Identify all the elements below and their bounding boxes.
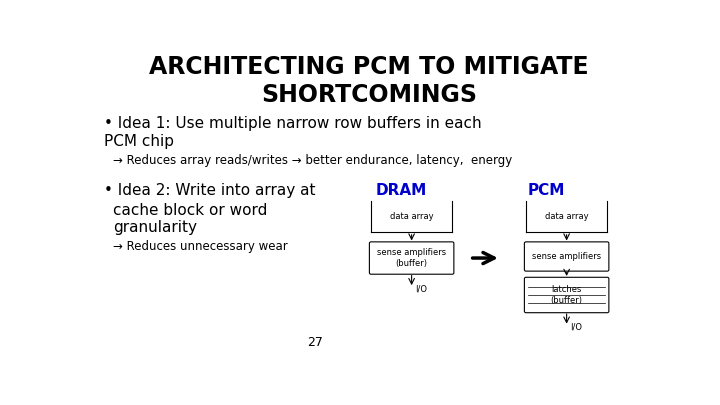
Text: DRAM: DRAM [375,183,426,198]
Text: • Idea 2: Write into array at: • Idea 2: Write into array at [104,183,315,198]
Text: latches
(buffer): latches (buffer) [551,285,582,305]
Text: PCM: PCM [528,183,565,198]
Text: 27: 27 [307,336,323,349]
FancyBboxPatch shape [369,242,454,274]
Text: • Idea 1: Use multiple narrow row buffers in each
PCM chip: • Idea 1: Use multiple narrow row buffer… [104,116,482,149]
Text: cache block or word
granularity: cache block or word granularity [113,202,268,235]
FancyBboxPatch shape [524,277,609,313]
Text: → Reduces unnecessary wear: → Reduces unnecessary wear [113,240,288,253]
Text: I/O: I/O [415,284,427,293]
Text: I/O: I/O [570,323,582,332]
Text: data array: data array [390,212,433,221]
FancyBboxPatch shape [524,242,609,271]
Text: sense amplifiers
(buffer): sense amplifiers (buffer) [377,248,446,268]
Text: sense amplifiers: sense amplifiers [532,252,601,261]
Text: → Reduces array reads/writes → better endurance, latency,  energy: → Reduces array reads/writes → better en… [113,154,513,167]
Text: data array: data array [545,212,588,221]
Text: ARCHITECTING PCM TO MITIGATE
SHORTCOMINGS: ARCHITECTING PCM TO MITIGATE SHORTCOMING… [149,55,589,107]
